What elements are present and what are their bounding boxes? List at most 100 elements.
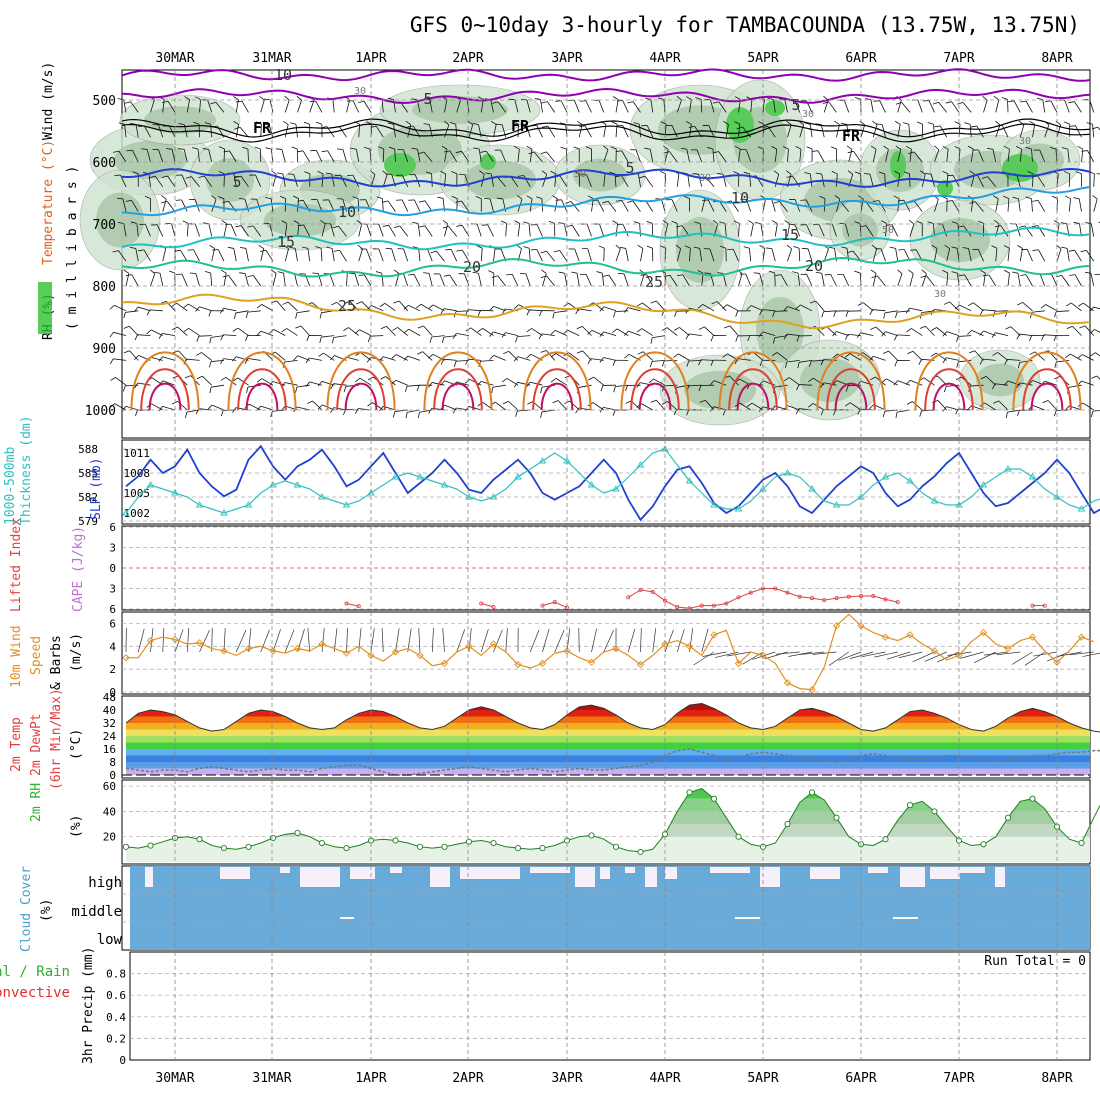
contour-label-22: 30 xyxy=(934,289,946,300)
pressure-tick-1000: 1000 xyxy=(85,404,116,419)
contour-label-17: 30 xyxy=(574,169,586,180)
wind10-tick-4: 4 xyxy=(109,640,116,653)
temp-band-5 xyxy=(122,736,1090,743)
barb-flag-19-0 xyxy=(347,101,353,102)
cloud-gap-16 xyxy=(810,867,840,879)
rh2m-marker-12 xyxy=(270,835,275,840)
rh2m-marker-0 xyxy=(123,844,128,849)
rh2m-tick-40: 40 xyxy=(103,805,116,818)
cloud-mid-gap-2 xyxy=(893,917,918,919)
cloud-gap-8 xyxy=(530,867,570,873)
ylabel-wind10-1: 10m Wind xyxy=(9,625,24,688)
rh2m-marker-66 xyxy=(932,809,937,814)
barb-flag-31-1 xyxy=(496,124,502,125)
thickness-tick-588: 588 xyxy=(78,443,98,456)
contour-label-15: 25 xyxy=(338,297,356,315)
temp2m-tick-32: 32 xyxy=(103,717,116,730)
contour-label-21: 50 xyxy=(882,225,894,236)
contour-label-1: 5 xyxy=(423,90,432,108)
slp-tick-1002: 1002 xyxy=(124,507,151,520)
contour-label-7: 5 xyxy=(791,96,800,114)
cloud-gap-0 xyxy=(145,867,153,887)
rh2m-marker-64 xyxy=(907,802,912,807)
ylabel-temp2m-2: 2m DewPt xyxy=(29,713,44,776)
precip-tick-0.8: 0.8 xyxy=(106,968,126,981)
date-label-bottom-9: 8APR xyxy=(1041,1071,1072,1086)
ylabel-wind10-units: (m/s) xyxy=(69,633,84,672)
ylabel-temp2m-1: 2m Temp xyxy=(9,717,24,772)
contour-label-2: FR xyxy=(253,119,272,137)
contour-label-14: 25 xyxy=(645,273,663,291)
barb-flag-10-4 xyxy=(239,199,245,200)
contour-label-0: 10 xyxy=(274,66,292,84)
rh2m-marker-24 xyxy=(417,844,422,849)
pressure-tick-700: 700 xyxy=(93,218,116,233)
temp-band-1 xyxy=(122,762,1090,769)
pressure-tick-900: 900 xyxy=(93,342,116,357)
barb-flag-58-7 xyxy=(825,274,831,275)
barb-flag-16-7 xyxy=(312,273,318,274)
rh2m-marker-54 xyxy=(785,821,790,826)
rh-high-spot-4 xyxy=(890,151,906,179)
ylabel-temp2m-3: (6hr Min/Max) xyxy=(49,688,64,790)
barb-flag-16-2 xyxy=(310,150,316,151)
ylabel-temp2m-units: (°C) xyxy=(69,729,84,760)
cloud-gap-11 xyxy=(625,867,635,873)
temp2m-tick-8: 8 xyxy=(109,756,116,769)
cloud-gap-20 xyxy=(960,867,985,873)
ylabel-precip-1: Total / Rain xyxy=(0,964,70,980)
contour-label-19: 30 xyxy=(802,109,814,120)
cloud-gap-13 xyxy=(665,867,677,879)
rh2m-marker-18 xyxy=(344,845,349,850)
chart-title: GFS 0~10day 3-hourly for TAMBACOUNDA (13… xyxy=(410,13,1080,37)
date-label-bottom-0: 30MAR xyxy=(155,1071,194,1086)
barb-7-9 xyxy=(199,336,212,337)
temp-band-6 xyxy=(122,730,1090,737)
ylabel-wind10-3: & Barbs xyxy=(49,635,64,690)
barb-flag-30-5 xyxy=(482,225,488,226)
li-tick-1: 3 xyxy=(109,542,116,555)
ylabel-cloud-units: (%) xyxy=(39,899,54,922)
rh2m-marker-62 xyxy=(883,837,888,842)
rh2m-marker-34 xyxy=(540,845,545,850)
rh-blob-inner-22 xyxy=(264,204,336,237)
rh2m-marker-72 xyxy=(1005,815,1010,820)
rh2m-marker-46 xyxy=(687,790,692,795)
rh2m-marker-50 xyxy=(736,834,741,839)
barb-8-2 xyxy=(224,149,225,162)
cloud-level-low: low xyxy=(97,932,123,948)
pressure-tick-600: 600 xyxy=(93,156,116,171)
wind10-tick-6: 6 xyxy=(109,617,116,630)
pressure-tick-500: 500 xyxy=(93,94,116,109)
rh-high-spot-0 xyxy=(384,153,416,177)
date-label-top-7: 6APR xyxy=(845,51,876,66)
barb-flag-38-0 xyxy=(580,101,586,102)
date-label-top-5: 4APR xyxy=(649,51,680,66)
barb-39-6 xyxy=(604,248,605,261)
rh2m-marker-38 xyxy=(589,833,594,838)
date-label-bottom-8: 7APR xyxy=(943,1071,974,1086)
cloud-panel: Cloud Cover (%) high middle low xyxy=(19,866,1090,952)
cloud-gap-12 xyxy=(645,867,657,887)
rh2m-marker-2 xyxy=(148,843,153,848)
rh2m-marker-22 xyxy=(393,838,398,843)
temp2m-tick-40: 40 xyxy=(103,704,116,717)
barb-19-4 xyxy=(358,199,359,212)
contour-label-10: 15 xyxy=(277,233,295,251)
temp-band-4 xyxy=(122,743,1090,750)
barb-flag-48-4 xyxy=(702,200,708,201)
precip-tick-0.2: 0.2 xyxy=(106,1032,126,1045)
date-label-bottom-5: 4APR xyxy=(649,1071,680,1086)
date-label-top-4: 3APR xyxy=(551,51,582,66)
barb-flag-6-7 xyxy=(190,273,196,274)
wind10-tick-2: 2 xyxy=(109,663,116,676)
temp2m-tick-16: 16 xyxy=(103,743,116,756)
rh2m-marker-10 xyxy=(246,844,251,849)
ylabel-wind10-2: Speed xyxy=(29,636,44,675)
